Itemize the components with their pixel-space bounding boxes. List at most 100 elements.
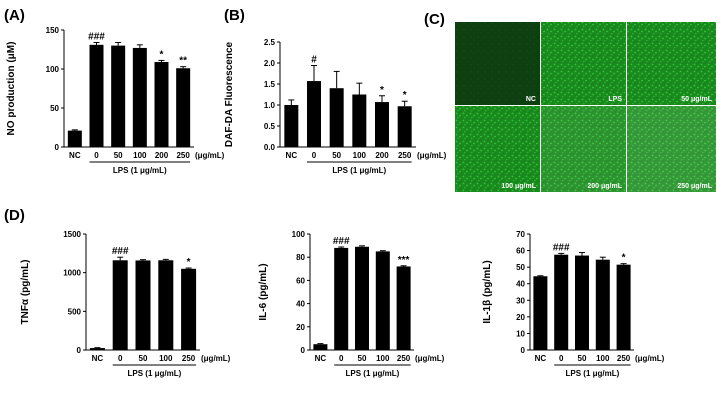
x-tick-label: 250	[397, 354, 411, 363]
y-tick-label: 2.0	[264, 59, 276, 68]
significance-mark: *	[160, 49, 164, 60]
bar	[329, 88, 344, 147]
y-tick-label: 0	[55, 143, 60, 152]
x-tick-label: NC	[92, 354, 104, 363]
y-axis-title: DAF-DA Fluorescence	[224, 41, 235, 147]
bar	[595, 259, 610, 350]
significance-mark: ###	[112, 246, 129, 257]
micrograph-label-200: 200 μg/mL	[587, 183, 622, 190]
bar	[375, 102, 389, 147]
significance-mark: ###	[88, 31, 105, 42]
panel-label-a: (A)	[4, 7, 25, 24]
bar	[89, 44, 104, 147]
fluorescence-image-grid: NC LPS 50 μg/mL 100 μg/mL 200 μg/mL 250 …	[455, 22, 716, 192]
bar	[284, 105, 299, 147]
y-tick-label: 2.5	[264, 38, 276, 47]
x-unit-label: (μg/mL)	[195, 151, 225, 160]
bar	[352, 94, 367, 147]
bar	[307, 81, 321, 147]
significance-mark: #	[311, 55, 317, 66]
bar	[616, 264, 631, 350]
bar	[397, 106, 412, 147]
y-tick-label: 60	[296, 276, 305, 285]
bar	[396, 266, 411, 350]
x-unit-label: (μg/mL)	[201, 354, 231, 363]
panel-label-c: (C)	[424, 11, 445, 28]
x-tick-label: 0	[118, 354, 123, 363]
x-unit-label: (μg/mL)	[415, 354, 445, 363]
y-tick-label: 70	[516, 230, 525, 239]
significance-mark: *	[403, 90, 407, 101]
y-axis-title: IL-1β (pg/mL)	[482, 260, 493, 323]
bar	[132, 47, 147, 147]
y-tick-label: 0.0	[264, 143, 276, 152]
x-tick-label: 100	[159, 354, 173, 363]
bar	[89, 348, 105, 350]
y-tick-label: 0.5	[264, 122, 276, 131]
bar	[176, 68, 191, 147]
y-tick-label: 1.0	[264, 101, 276, 110]
y-tick-label: 0	[301, 346, 306, 355]
panel-label-d: (D)	[4, 207, 25, 224]
x-tick-label: 100	[376, 354, 390, 363]
y-tick-label: 40	[516, 280, 525, 289]
y-tick-label: 50	[50, 104, 59, 113]
group-label: LPS (1 μg/mL)	[332, 166, 386, 175]
y-tick-label: 50	[516, 263, 525, 272]
x-tick-label: 250	[398, 151, 412, 160]
y-tick-label: 60	[516, 247, 525, 256]
x-tick-label: 250	[182, 354, 196, 363]
micrograph-label-100: 100 μg/mL	[501, 183, 536, 190]
x-tick-label: NC	[69, 151, 81, 160]
y-tick-label: 500	[68, 307, 82, 316]
group-label: LPS (1 μg/mL)	[113, 166, 167, 175]
significance-mark: *	[380, 85, 384, 96]
chart-tnf-alpha: 0 500 1000 1500 TNFα (pg/mL) NC ### 0 50 100 * 250 (…	[20, 230, 231, 378]
chart-il-1-beta: 0 10 20 30 40 50 60 70 IL-1β (pg/mL) NC ### 0 50 100 *…	[482, 230, 665, 378]
y-tick-label: 30	[516, 296, 525, 305]
bar	[554, 254, 569, 350]
x-tick-label: 250	[617, 354, 631, 363]
bar	[112, 260, 128, 350]
x-tick-label: 50	[139, 354, 148, 363]
y-tick-label: 20	[296, 323, 305, 332]
bar	[575, 255, 589, 350]
x-tick-label: 200	[155, 151, 169, 160]
panel-label-b: (B)	[224, 7, 245, 24]
significance-mark: ***	[398, 255, 410, 266]
y-tick-label: 10	[516, 329, 525, 338]
bar	[67, 130, 82, 147]
group-label: LPS (1 μg/mL)	[566, 369, 620, 378]
y-tick-label: 0	[521, 346, 526, 355]
micrograph-label-250: 250 μg/mL	[677, 183, 712, 190]
x-tick-label: NC	[315, 354, 327, 363]
y-tick-label: 1000	[63, 269, 81, 278]
x-tick-label: 100	[133, 151, 147, 160]
bar	[313, 344, 328, 350]
micrograph-250	[627, 106, 716, 192]
x-tick-label: 50	[358, 354, 367, 363]
y-tick-label: 150	[46, 26, 60, 35]
significance-mark: *	[187, 257, 191, 268]
x-tick-label: 50	[578, 354, 587, 363]
x-tick-label: NC	[286, 151, 298, 160]
x-tick-label: 50	[114, 151, 123, 160]
micrograph-lps	[541, 22, 626, 105]
x-tick-label: 0	[94, 151, 99, 160]
x-unit-label: (μg/mL)	[417, 151, 447, 160]
x-tick-label: 0	[312, 151, 317, 160]
x-tick-label: 100	[596, 354, 610, 363]
group-label: LPS (1 μg/mL)	[346, 369, 400, 378]
y-tick-label: 80	[296, 253, 305, 262]
x-tick-label: 0	[339, 354, 344, 363]
y-tick-label: 1500	[63, 230, 81, 239]
micrograph-nc	[455, 22, 540, 105]
significance-mark: ###	[333, 236, 350, 247]
bar	[355, 246, 369, 350]
y-tick-label: 20	[516, 313, 525, 322]
micrograph-label-nc: NC	[526, 96, 536, 103]
group-label: LPS (1 μg/mL)	[128, 369, 182, 378]
x-unit-label: (μg/mL)	[635, 354, 665, 363]
y-axis-title: NO production (μM)	[6, 42, 17, 136]
y-tick-label: 0	[77, 346, 82, 355]
